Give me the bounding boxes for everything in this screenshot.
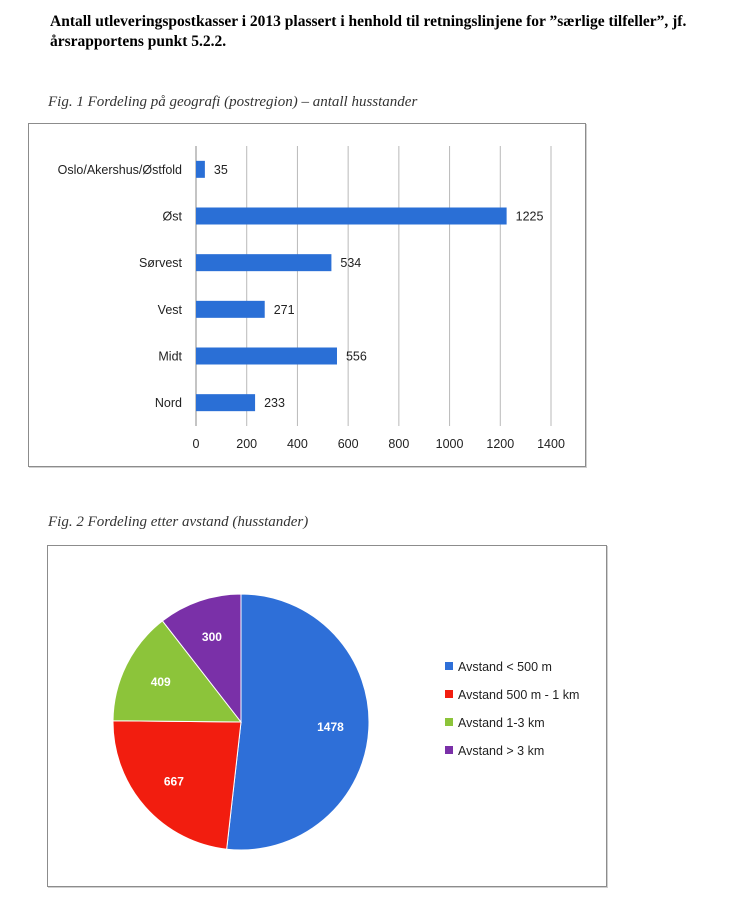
bar [196, 254, 332, 272]
category-label: Oslo/Akershus/Østfold [58, 163, 182, 177]
x-tick-label: 400 [287, 437, 308, 451]
category-label: Nord [155, 396, 182, 410]
slice-label: 667 [164, 774, 184, 788]
data-label: 556 [346, 350, 367, 364]
data-label: 534 [340, 256, 361, 270]
legend-label: Avstand 1-3 km [458, 716, 545, 730]
bar [196, 207, 507, 225]
figure-1-caption: Fig. 1 Fordeling på geografi (postregion… [48, 94, 418, 110]
pie-chart: 1478 667 409 300 Avstand < 500 m Avstand 500 … [112, 593, 579, 851]
data-label: 1225 [516, 210, 544, 224]
data-label: 35 [214, 163, 228, 177]
page-heading: Antall utleveringspostkasser i 2013 plas… [50, 13, 687, 50]
bar [196, 160, 205, 178]
legend-label: Avstand < 500 m [458, 660, 552, 674]
pie-slice [226, 593, 370, 851]
slice-label: 1478 [317, 720, 344, 734]
bar [196, 394, 256, 412]
legend-label: Avstand 500 m - 1 km [458, 688, 579, 702]
bar [196, 300, 265, 318]
category-label: Øst [163, 210, 183, 224]
data-label: 271 [274, 303, 295, 317]
bar [196, 347, 337, 365]
x-tick-label: 1200 [486, 437, 514, 451]
slice-label: 300 [202, 630, 222, 644]
data-label: 233 [264, 396, 285, 410]
figure-2-caption: Fig. 2 Fordeling etter avstand (husstand… [48, 514, 309, 530]
category-label: Midt [158, 350, 182, 364]
slice-label: 409 [151, 675, 171, 689]
x-tick-label: 200 [236, 437, 257, 451]
x-tick-label: 0 [193, 437, 200, 451]
pie-slice [112, 620, 243, 723]
legend-label: Avstand > 3 km [458, 744, 544, 758]
x-tick-label: 1000 [436, 437, 464, 451]
x-tick-label: 600 [338, 437, 359, 451]
legend-swatch [445, 746, 453, 754]
category-label: Vest [158, 303, 183, 317]
legend-swatch [445, 662, 453, 670]
pie-chart-frame: 1478 667 409 300 Avstand < 500 m Avstand 500 … [47, 545, 607, 887]
category-label: Sørvest [139, 256, 183, 270]
pie-slice [161, 593, 242, 724]
bar-chart: 0 200 400 600 800 1000 1200 1400 Oslo/Akershus/Ø… [58, 146, 565, 451]
legend-swatch [445, 690, 453, 698]
bar-chart-frame: 0 200 400 600 800 1000 1200 1400 Oslo/Akershus/Ø… [28, 123, 586, 467]
x-tick-label: 1400 [537, 437, 565, 451]
x-tick-label: 800 [388, 437, 409, 451]
pie-slice [112, 720, 242, 850]
legend-swatch [445, 718, 453, 726]
